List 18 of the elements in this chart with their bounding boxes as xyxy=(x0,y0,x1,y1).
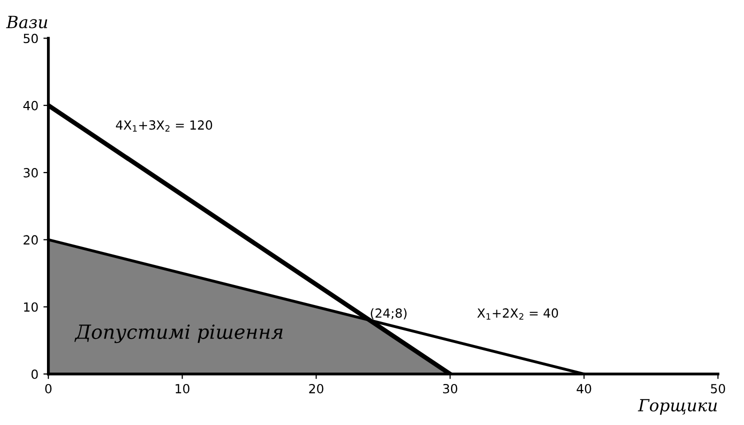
x-tick-label: 20 xyxy=(309,384,324,394)
annotation: Допустимі рішення xyxy=(74,324,283,344)
annotation: X$_{1}$+2X$_{2}$ = 40 xyxy=(477,308,558,320)
x-axis-title: Горщики xyxy=(638,399,717,415)
y-tick-label: 40 xyxy=(23,100,38,110)
y-tick-label: 50 xyxy=(24,34,38,44)
x-tick-label: 50 xyxy=(710,384,726,394)
x-tick-label: 40 xyxy=(576,384,592,394)
y-tick-label: 0 xyxy=(32,369,38,379)
annotation: 4X$_{1}$+3X$_{2}$ = 120 xyxy=(116,120,212,132)
y-tick-label: 30 xyxy=(24,168,38,178)
y-axis-title: Вази xyxy=(6,16,48,28)
x-tick-label: 0 xyxy=(45,384,52,394)
y-tick-label: 20 xyxy=(24,235,38,245)
annotation: (24;8) xyxy=(370,308,407,320)
x-tick-label: 10 xyxy=(176,384,190,394)
y-tick-label: 10 xyxy=(24,302,38,312)
x-tick-label: 30 xyxy=(443,384,458,394)
